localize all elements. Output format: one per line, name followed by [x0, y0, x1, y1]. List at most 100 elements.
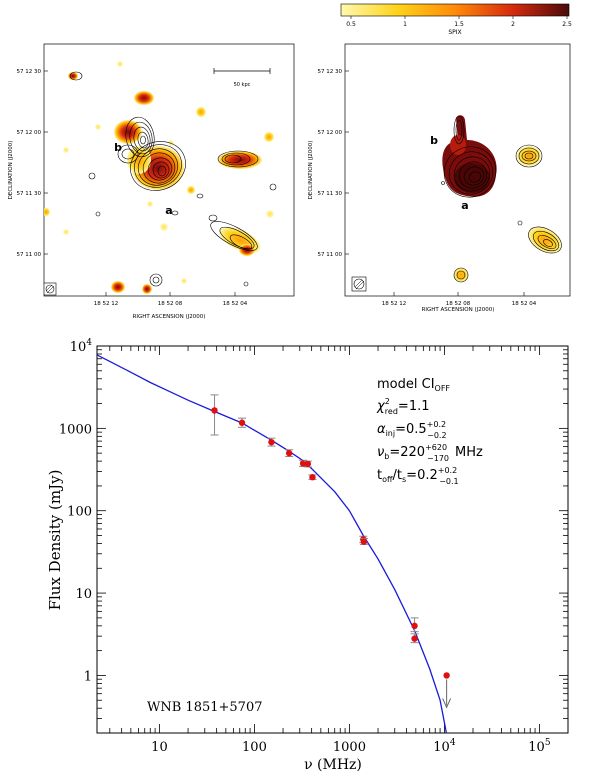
source-blob	[111, 281, 125, 293]
source-blob	[68, 72, 78, 80]
annotation-nub: νb=220+620 −170 MHz	[377, 443, 483, 463]
annotation-alpha: αinj=0.5+0.2 −0.2	[377, 420, 447, 440]
source-blob	[95, 124, 101, 130]
colorbar-ticks: 0.5 1 1.5 2 2.5	[346, 16, 572, 28]
scalebar-label: 50 kpc	[234, 82, 251, 88]
right-map: b a 57 12 30 57 12 00 57 11 30 57 11 00 18 …	[308, 43, 571, 313]
left-map: 50 kpc b a 57 12 30 57 12 00 57 11 30 57 11…	[8, 43, 295, 320]
source-blob	[218, 151, 262, 169]
beam-left	[44, 282, 57, 296]
colorbar-tick-label: 1	[403, 21, 407, 28]
y-axis-label: Flux Density (mJy)	[46, 470, 64, 611]
label-b: b	[430, 134, 438, 147]
right-ylabel: DECLINATION (J2000)	[308, 141, 314, 200]
label-b: b	[114, 141, 122, 154]
map-xtick-label: 18 52 12	[94, 301, 119, 307]
map-xtick-label: 18 52 04	[223, 301, 248, 307]
map-ytick-label: 57 12 30	[318, 69, 343, 75]
contours	[69, 71, 277, 287]
left-xticks: 18 52 12 18 52 08 18 52 04	[94, 292, 248, 307]
left-yticks: 57 12 30 57 12 00 57 11 30 57 11 00	[17, 69, 48, 258]
data-point	[309, 474, 316, 481]
beam-right	[351, 276, 367, 292]
map-ytick-label: 57 11 00	[17, 252, 42, 258]
source-blob	[63, 229, 69, 235]
map-xtick-label: 18 52 08	[158, 301, 183, 307]
map-xtick-label: 18 52 08	[446, 301, 471, 307]
plot-frame	[96, 345, 569, 734]
upper-limit-point	[443, 672, 450, 679]
tick-label: 1000	[59, 422, 92, 437]
colorbar-tick-label: 0.5	[346, 21, 356, 28]
left-xlabel: RIGHT ASCENSION (J2000)	[133, 314, 206, 320]
colorbar-gradient	[340, 3, 570, 17]
scalebar: 50 kpc	[213, 68, 271, 88]
map-ytick-label: 57 12 00	[17, 130, 42, 136]
annotation-toff: toff/ts=0.2+0.2 −0.1	[377, 466, 459, 486]
tick-label: 1	[84, 669, 92, 684]
annotation-model: model CIOFF	[377, 377, 450, 393]
contours	[441, 115, 562, 283]
data-point	[238, 419, 246, 426]
colorbar-tick-label: 2	[511, 21, 515, 28]
source-b-core	[450, 135, 466, 155]
data-points	[210, 394, 452, 709]
source-blob	[187, 186, 195, 194]
right-map-image	[351, 115, 562, 292]
colorbar-tick-label: 1.5	[454, 21, 464, 28]
tick-label: 104	[433, 738, 456, 755]
source-blob	[142, 284, 152, 294]
source-blob	[114, 120, 142, 144]
tick-label: 104	[70, 338, 93, 355]
source-blob	[168, 140, 174, 146]
source-blob	[63, 147, 69, 153]
tick-label: 1000	[333, 740, 366, 755]
source-blob	[266, 210, 274, 218]
data-point	[360, 538, 368, 545]
label-a: a	[165, 204, 172, 217]
colorbar: 0.5 1 1.5 2 2.5 SPIX	[340, 3, 572, 36]
model-annotation: model CIOFF χ2 red=1.1 αinj=0.5+0.2 −0.2 ν…	[376, 377, 483, 486]
source-blob	[454, 268, 468, 282]
source-blob	[44, 208, 50, 216]
source-blob	[117, 61, 123, 67]
tick-label: 100	[242, 740, 267, 755]
annotation-chi2: χ2 red=1.1	[376, 397, 430, 416]
source-blob	[147, 201, 153, 207]
chart-title: WNB 1851+5707	[147, 700, 262, 715]
right-xticks: 18 52 12 18 52 08 18 52 04	[382, 292, 537, 307]
tick-label: 10	[75, 587, 92, 602]
data-point	[268, 438, 275, 446]
left-map-image	[44, 61, 277, 296]
spectrum-plot: 10 100 1000 104 105 1 10 100 1000 104 Flux Densit…	[46, 338, 569, 773]
right-xlabel: RIGHT ASCENSION (J2000)	[422, 307, 495, 313]
data-point	[411, 635, 418, 642]
map-ytick-label: 57 11 30	[17, 191, 42, 197]
map-ytick-label: 57 12 00	[318, 130, 343, 136]
data-point	[304, 460, 312, 468]
label-a: a	[461, 199, 468, 212]
tick-label: 10	[151, 740, 168, 755]
data-point	[211, 407, 218, 414]
map-ytick-label: 57 11 00	[318, 252, 343, 258]
left-ylabel: DECLINATION (J2000)	[8, 141, 14, 200]
source-blob	[196, 107, 206, 117]
tick-label: 105	[528, 738, 551, 755]
source-blob	[528, 226, 562, 254]
source-blob	[160, 223, 168, 231]
map-xtick-label: 18 52 04	[512, 301, 537, 307]
right-yticks: 57 12 30 57 12 00 57 11 30 57 11 00	[318, 69, 349, 258]
tick-label: 100	[67, 505, 92, 520]
data-point	[285, 449, 293, 457]
x-axis-label: ν (MHz)	[304, 757, 362, 773]
upper-limit-arrow-head	[442, 698, 452, 709]
map-ytick-label: 57 11 30	[318, 191, 343, 197]
data-point	[411, 622, 418, 630]
colorbar-label: SPIX	[448, 29, 461, 36]
source-blob	[134, 91, 154, 105]
source-blob	[517, 146, 541, 166]
source-blob	[264, 132, 274, 142]
source-blob	[181, 278, 187, 284]
plot-axes: 10 100 1000 104 105 1 10 100 1000 104	[59, 338, 569, 755]
